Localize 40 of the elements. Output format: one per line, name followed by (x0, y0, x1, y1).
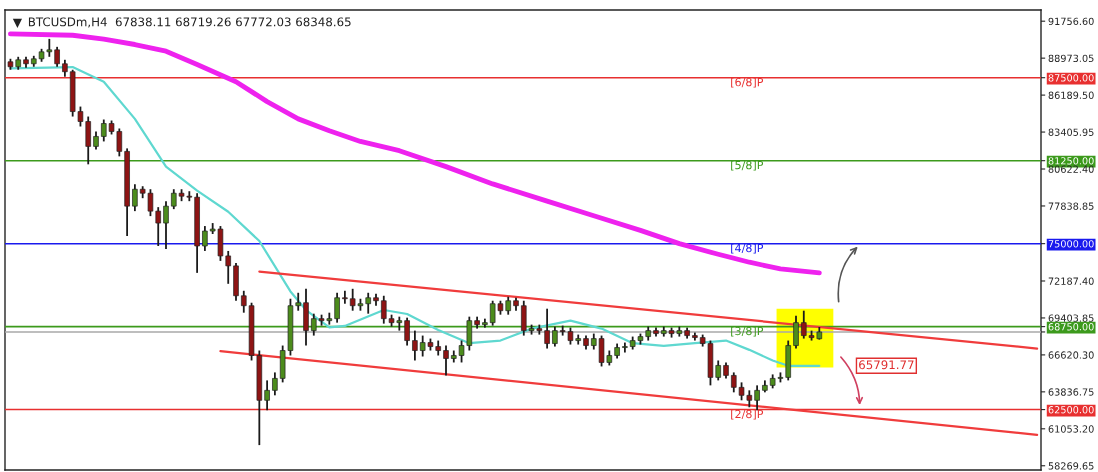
candlestick (334, 291, 340, 324)
candlestick (163, 200, 169, 250)
ref-line-label: [2/8]P (731, 409, 764, 420)
y-tick-label: 91756.60 (1048, 17, 1094, 26)
y-tick-label: 86189.50 (1048, 91, 1094, 99)
y-tick-label: 81250.00 (1048, 157, 1094, 165)
ref-line-label: [4/8]P (731, 243, 764, 254)
candlestick (272, 371, 278, 397)
annotation: 65791.77 (859, 360, 914, 370)
candlestick (793, 314, 799, 350)
y-tick-label: 58269.65 (1048, 462, 1094, 470)
y-tick-label: 75000.00 (1048, 240, 1094, 248)
candlestick (132, 183, 138, 213)
y-tick-label: 72187.40 (1048, 277, 1094, 285)
candlestick (443, 344, 449, 377)
candlestick (342, 289, 348, 305)
line-series (8, 31, 822, 276)
y-tick-label: 77838.85 (1048, 202, 1094, 210)
candlestick (404, 316, 410, 347)
y-tick-label: 68750.00 (1048, 323, 1094, 331)
candlestick (202, 225, 208, 252)
ref-line-label: [6/8]P (731, 77, 764, 88)
y-tick-label: 63836.75 (1048, 388, 1094, 396)
y-tick-label: 66620.30 (1048, 351, 1094, 359)
y-tick-label: 88973.05 (1048, 54, 1094, 62)
candlestick (54, 45, 60, 68)
candlestick (264, 379, 270, 412)
y-tick-label: 62500.00 (1048, 406, 1094, 414)
text: BTCUSDm,H4 67838.11 68719.26 67772.03 68348.65 (28, 17, 351, 28)
y-tick-label: 83405.95 (1048, 128, 1094, 136)
candlestick (754, 384, 760, 412)
y-tick-label: 69403.85 (1048, 314, 1094, 322)
y-tick-label: 80622.40 (1048, 165, 1094, 173)
ref-line-label: [3/8]P (731, 326, 764, 337)
y-tick-label: 61053.20 (1048, 425, 1094, 433)
ref-line-label: [5/8]P (731, 160, 764, 171)
candlestick (412, 329, 418, 362)
y-tick-label: 87500.00 (1048, 74, 1094, 82)
candlestick (544, 307, 550, 350)
candlestick (552, 325, 558, 348)
